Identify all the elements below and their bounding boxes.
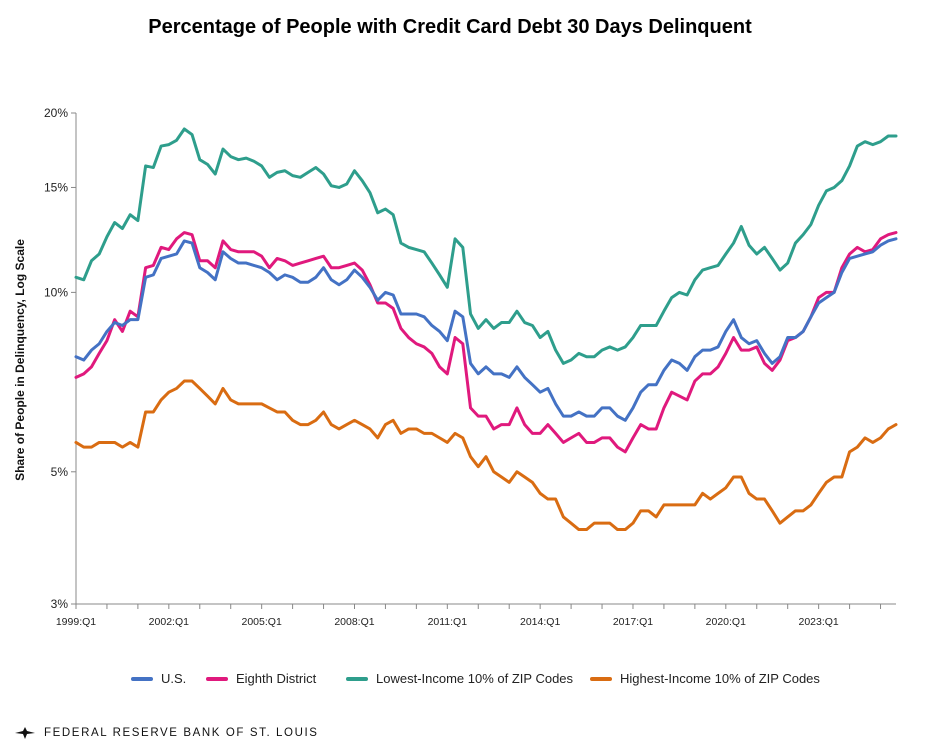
footer: FEDERAL RESERVE BANK OF ST. LOUIS xyxy=(14,726,319,740)
chart-title: Percentage of People with Credit Card De… xyxy=(148,16,752,38)
series-line-lowest-income-10-of-zip-codes xyxy=(74,127,898,365)
legend-label: Highest-Income 10% of ZIP Codes xyxy=(620,671,820,686)
x-tick-label: 2020:Q1 xyxy=(706,616,746,628)
legend-item: Highest-Income 10% of ZIP Codes xyxy=(590,671,820,686)
legend-label: Lowest-Income 10% of ZIP Codes xyxy=(376,671,574,686)
x-tick-label: 2023:Q1 xyxy=(798,616,838,628)
legend-swatch xyxy=(206,676,228,681)
legend-item: Eighth District xyxy=(206,671,316,686)
legend-swatch xyxy=(590,676,612,681)
x-tick-label: 2014:Q1 xyxy=(520,616,560,628)
legend: U.S. Eighth District Lowest-Income 10% of … xyxy=(0,671,937,691)
x-tick-label: 2005:Q1 xyxy=(242,616,282,628)
footer-org: FEDERAL RESERVE BANK OF ST. LOUIS xyxy=(44,727,319,739)
series-line-u-s xyxy=(74,237,898,422)
series-line-highest-income-10-of-zip-codes xyxy=(74,379,898,532)
y-tick-label: 15% xyxy=(44,180,68,194)
x-tick-label: 2011:Q1 xyxy=(428,616,468,628)
y-tick-label: 10% xyxy=(44,285,68,299)
x-tick-label: 2002:Q1 xyxy=(149,616,189,628)
x-tick-label: 2017:Q1 xyxy=(613,616,653,628)
y-tick-label: 20% xyxy=(44,106,68,120)
eagle-icon xyxy=(15,727,35,739)
y-tick-label: 5% xyxy=(51,465,69,479)
legend-swatch xyxy=(346,676,368,681)
chart-axes: 3% 5% 10% 15% 20% 1999:Q1 2002:Q1 2005:Q1 2008:Q… xyxy=(44,106,896,628)
legend-item: Lowest-Income 10% of ZIP Codes xyxy=(346,671,573,686)
y-tick-label: 3% xyxy=(51,597,69,611)
legend-swatch xyxy=(131,676,153,681)
y-axis-label: Share of People in Delinquency, Log Scal… xyxy=(13,239,27,481)
x-tick-label: 1999:Q1 xyxy=(56,616,96,628)
legend-label: Eighth District xyxy=(236,671,317,686)
series-line-eighth-district xyxy=(74,231,898,454)
legend-label: U.S. xyxy=(161,671,187,686)
x-tick-label: 2008:Q1 xyxy=(334,616,374,628)
series-layer xyxy=(74,127,898,532)
line-chart: 3% 5% 10% 15% 20% 1999:Q1 2002:Q1 2005:Q1 2008:Q… xyxy=(13,106,898,628)
legend-item: U.S. xyxy=(131,671,186,686)
